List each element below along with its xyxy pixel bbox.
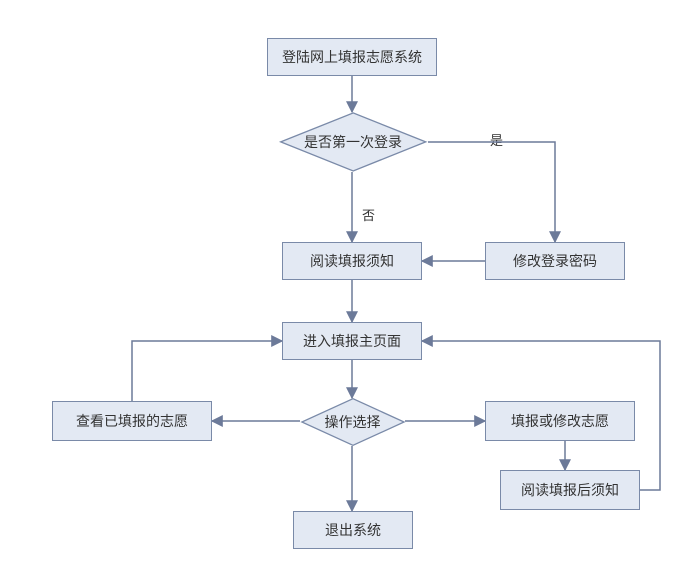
node-n7-diamond: 操作选择	[300, 398, 405, 446]
node-n2-label: 是否第一次登录	[278, 112, 428, 172]
node-n6: 查看已填报的志愿	[52, 401, 212, 441]
node-n4: 修改登录密码	[485, 242, 625, 280]
node-n3: 阅读填报须知	[282, 242, 422, 280]
node-n2-diamond: 是否第一次登录	[278, 112, 428, 172]
node-n1: 登陆网上填报志愿系统	[267, 38, 437, 76]
node-n8: 填报或修改志愿	[485, 401, 635, 441]
edge-label-n2-n4: 是	[490, 130, 503, 149]
edge-label-n2-n3: 否	[362, 205, 375, 224]
node-n10: 退出系统	[293, 511, 413, 549]
edge-n2-n4	[428, 142, 555, 242]
edge-n6-n5	[132, 341, 282, 401]
node-n9: 阅读填报后须知	[500, 470, 640, 510]
flowchart-canvas: 否 是 登陆网上填报志愿系统是否第一次登录阅读填报须知 修改登录密码进入填报主页面查看…	[0, 0, 676, 587]
node-n5: 进入填报主页面	[282, 322, 422, 360]
node-n7-label: 操作选择	[300, 398, 405, 446]
